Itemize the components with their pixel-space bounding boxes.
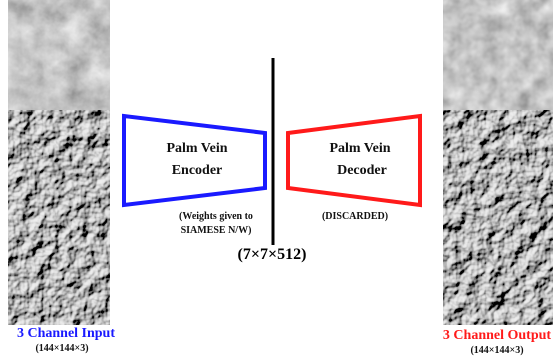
output-image <box>443 110 553 218</box>
output-images <box>443 0 553 325</box>
decoder-shape <box>288 116 420 205</box>
input-image <box>8 218 110 325</box>
encoder-label: Encoder <box>172 163 223 178</box>
decoder-label: Palm Vein <box>329 141 390 156</box>
latent-size: (7×7×512) <box>238 246 307 263</box>
decoder-note: (DISCARDED) <box>322 211 388 222</box>
input-image <box>8 0 110 110</box>
diagram: Palm Vein Encoder Palm Vein Decoder (Wei… <box>0 0 560 360</box>
input-image <box>8 110 110 218</box>
input-images <box>8 0 110 325</box>
input-label: 3 Channel Input <box>17 326 115 341</box>
encoder-label: Palm Vein <box>166 141 227 156</box>
output-size: (144×144×3) <box>470 345 523 356</box>
decoder-label: Decoder <box>337 163 387 178</box>
output-image <box>443 0 553 110</box>
encoder-note: (Weights given to <box>179 211 253 222</box>
output-image <box>443 218 553 325</box>
input-size: (144×144×3) <box>35 343 88 354</box>
encoder-note: SIAMESE N/W) <box>181 225 252 236</box>
encoder-shape <box>124 116 265 205</box>
output-label: 3 Channel Output <box>443 328 551 343</box>
